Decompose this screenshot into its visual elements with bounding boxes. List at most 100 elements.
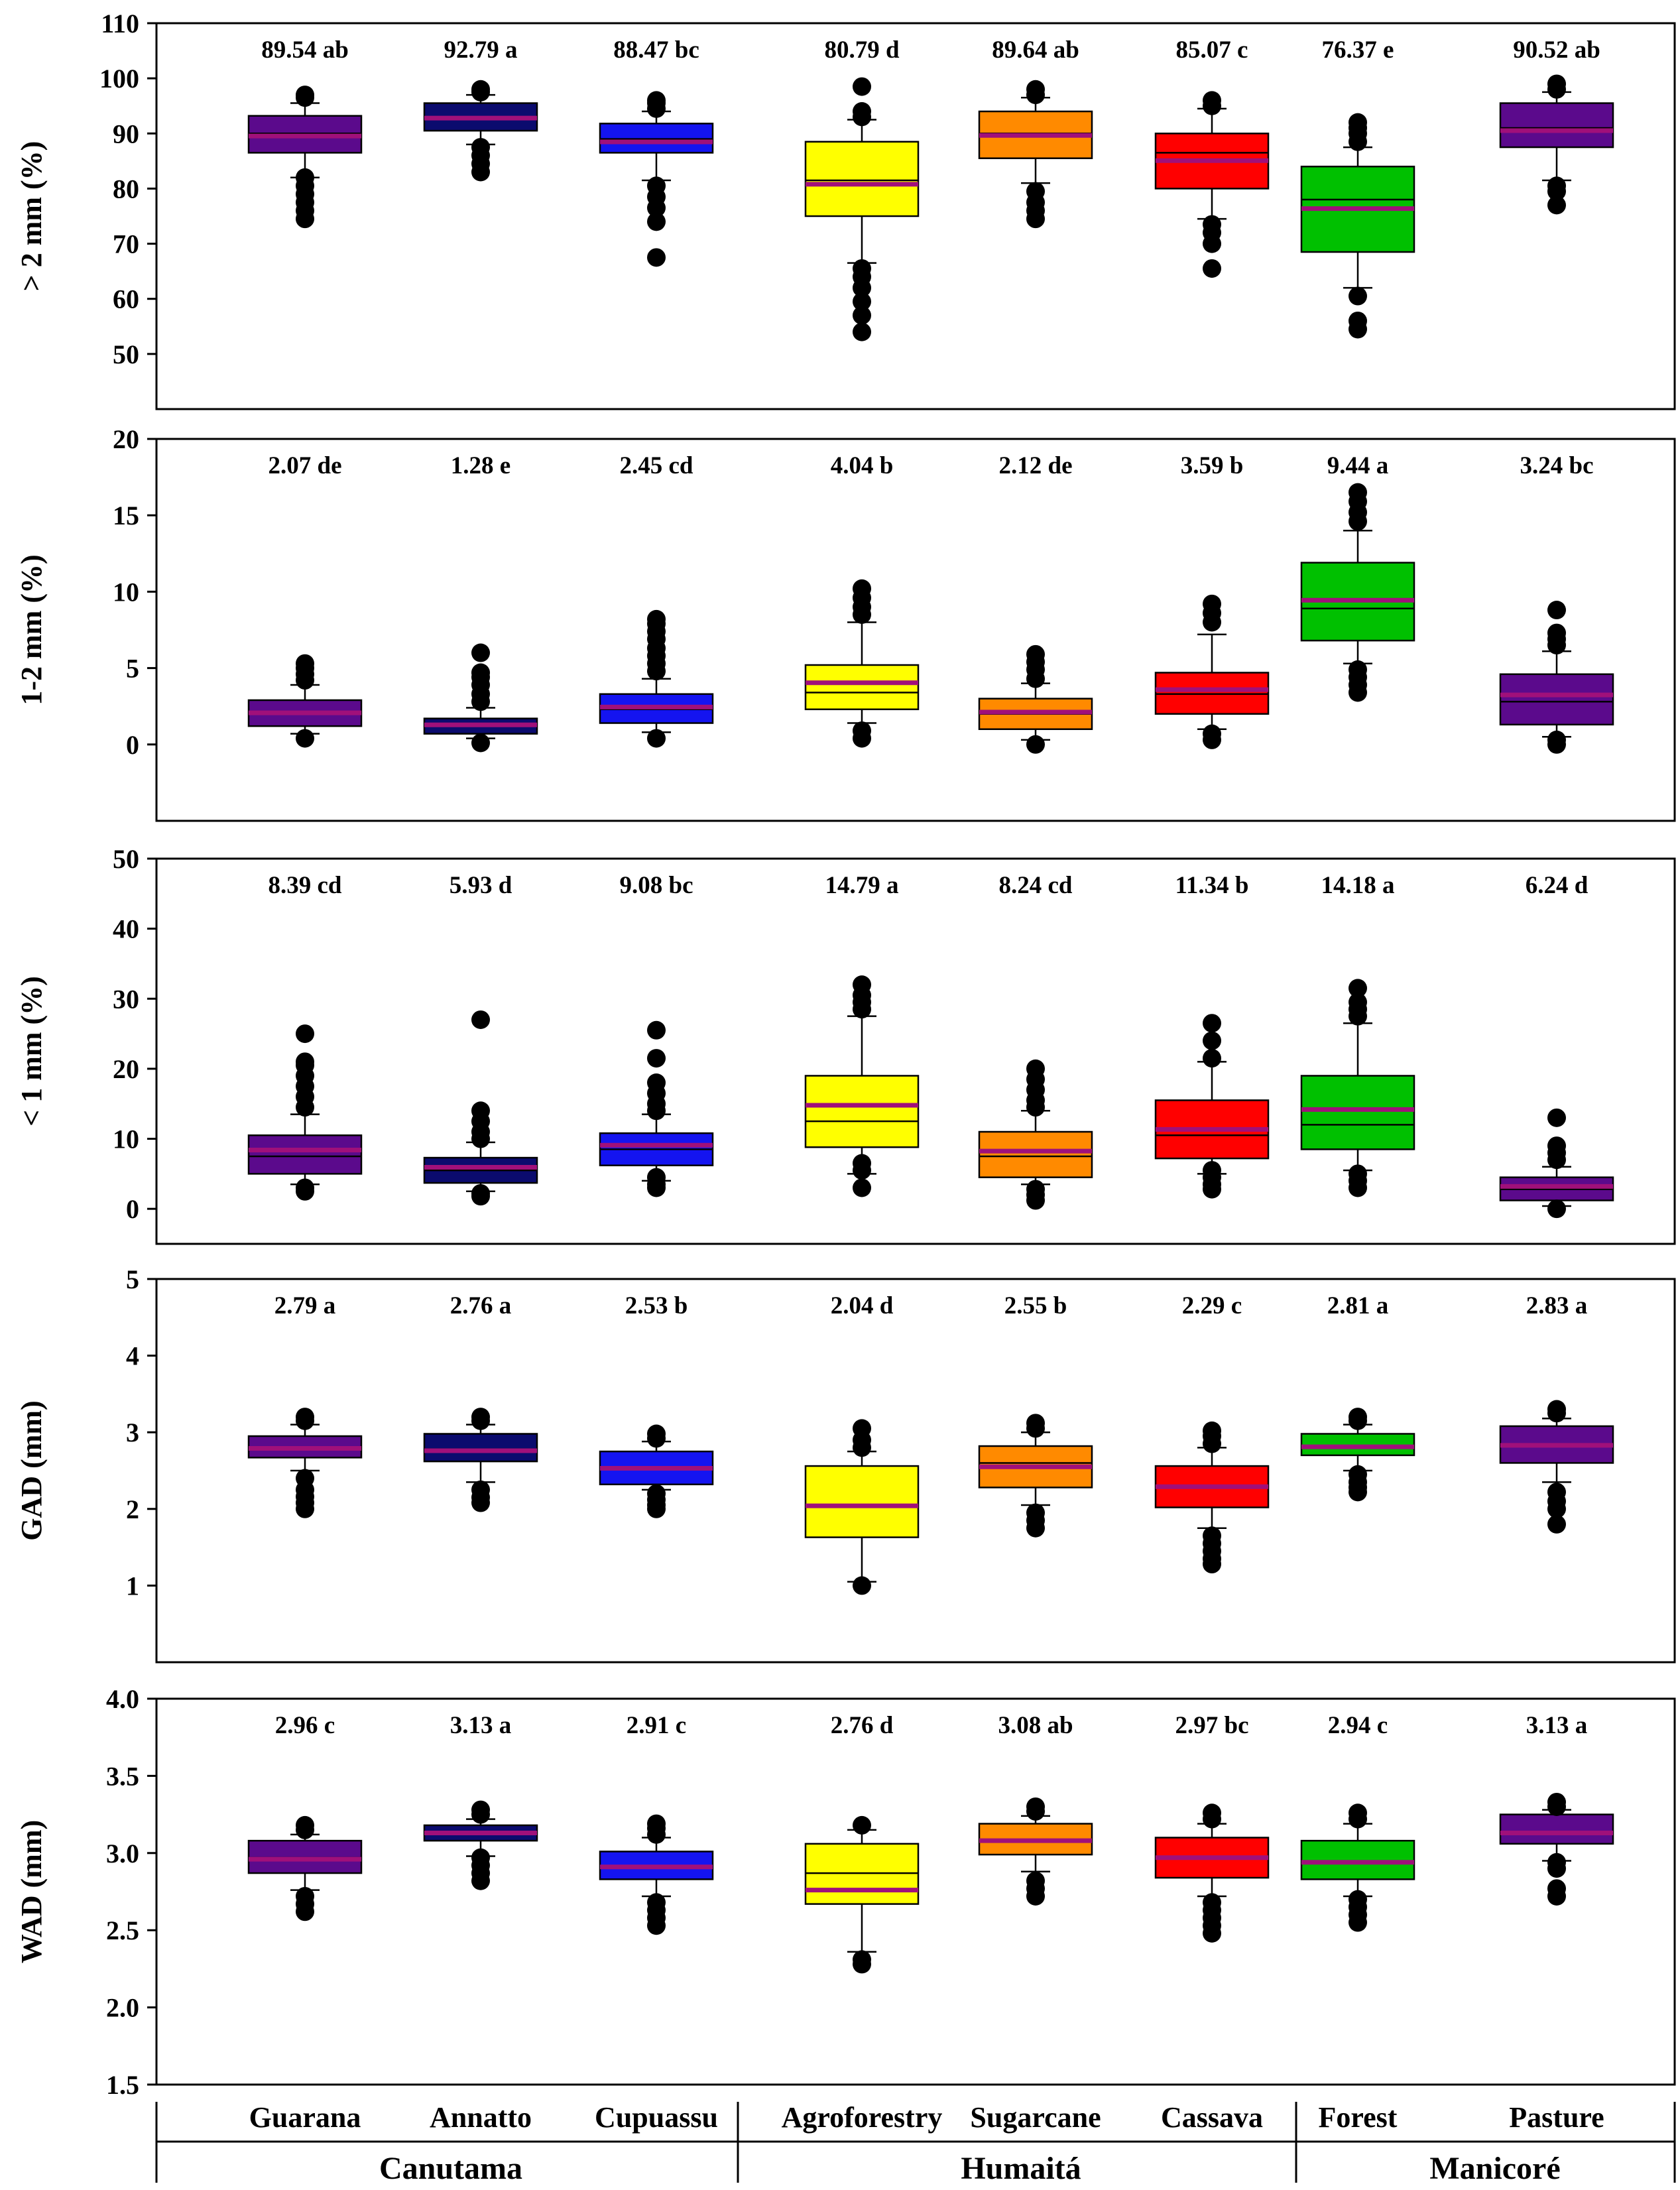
y-tick-label: 50 xyxy=(113,844,139,874)
mean-letter-label: 3.08 ab xyxy=(998,1712,1073,1739)
mean-letter-label: 76.37 e xyxy=(1322,36,1394,64)
y-tick-label: 10 xyxy=(113,1125,139,1154)
outlier-point xyxy=(647,91,666,110)
category-label: Forest xyxy=(1319,2101,1398,2134)
panel-1: 50 60 70 80 90 100 110 > 2 mm (%) 89.54 ab 92.79 … xyxy=(15,9,1676,410)
box-forest xyxy=(1300,979,1415,1197)
category-axis: Guarana Annatto Cupuassu Agroforestry Sugarc… xyxy=(155,2101,1676,2186)
y-tick-label: 0 xyxy=(126,1194,139,1224)
outlier-point xyxy=(471,1101,490,1121)
mean-letter-label: 3.24 bc xyxy=(1520,452,1594,479)
mean-letter-label: 89.64 ab xyxy=(992,36,1079,64)
outlier-point xyxy=(1349,1890,1367,1909)
group-label: Manicoré xyxy=(1429,2151,1560,2186)
box-cupuassu xyxy=(599,1814,714,1935)
outlier-point xyxy=(1203,1803,1221,1823)
y-tick-label: 70 xyxy=(113,229,139,259)
outlier-point xyxy=(471,663,490,682)
mean-letter-label: 2.97 bc xyxy=(1175,1712,1249,1739)
box-forest xyxy=(1300,113,1415,339)
mean-letter-label: 2.55 b xyxy=(1004,1292,1067,1319)
box-pasture xyxy=(1499,1400,1614,1534)
outlier-point xyxy=(1203,91,1221,110)
box-agroforestry xyxy=(804,579,920,748)
box-annatto xyxy=(423,1010,538,1206)
outlier-point xyxy=(471,1010,490,1029)
mean-letter-label: 2.96 c xyxy=(275,1712,335,1739)
outlier-point xyxy=(1203,594,1221,613)
outlier-point xyxy=(1547,1483,1566,1502)
outlier-point xyxy=(647,729,666,748)
box-cassava xyxy=(1154,594,1270,749)
y-tick-label: 100 xyxy=(99,64,139,93)
outlier-point xyxy=(647,1049,666,1068)
outlier-point xyxy=(1026,1414,1045,1433)
outlier-point xyxy=(1547,1400,1566,1419)
mean-letter-label: 85.07 c xyxy=(1176,36,1248,64)
outlier-point xyxy=(1349,993,1367,1012)
y-tick-label: 2.5 xyxy=(106,1916,139,1945)
panel-4: 1 2 3 4 5 GAD (mm) 2.79 a 2.76 a 2.53 b 2.04 d 2.5… xyxy=(15,1264,1676,1664)
panel-2: 0 5 10 15 20 1-2 mm (%) 2.07 de 1.28 e 2.45 cd 4.… xyxy=(15,424,1676,822)
mean-letter-label: 2.07 de xyxy=(269,452,342,479)
category-label: Pasture xyxy=(1509,2101,1604,2134)
outlier-point xyxy=(1026,1871,1045,1890)
outlier-point xyxy=(853,1154,871,1173)
outlier-point xyxy=(853,102,871,121)
iqr-box xyxy=(247,1134,363,1175)
outlier-point xyxy=(647,1484,666,1503)
outlier-point xyxy=(853,77,871,96)
box-sugarcane xyxy=(978,80,1093,229)
outlier-point xyxy=(296,1469,314,1488)
box-forest xyxy=(1300,1408,1415,1502)
y-axis-title: GAD (mm) xyxy=(15,1400,48,1540)
mean-letter-label: 2.53 b xyxy=(625,1292,688,1319)
outlier-point xyxy=(1349,311,1367,330)
iqr-box xyxy=(1499,673,1614,726)
y-tick-label: 90 xyxy=(113,119,139,149)
mean-letter-label: 2.81 a xyxy=(1327,1292,1389,1319)
outlier-point xyxy=(1203,1421,1221,1440)
iqr-box xyxy=(804,664,920,711)
outlier-point xyxy=(1349,1465,1367,1484)
mean-letter-label: 9.44 a xyxy=(1327,452,1389,479)
outlier-point xyxy=(1547,74,1566,93)
box-pasture xyxy=(1499,1108,1614,1219)
outlier-point xyxy=(647,1814,666,1833)
box-forest xyxy=(1300,483,1415,702)
outlier-point xyxy=(1547,1853,1566,1872)
mean-letter-label: 3.13 a xyxy=(1526,1712,1588,1739)
mean-letter-label: 2.76 d xyxy=(831,1712,894,1739)
box-agroforestry xyxy=(804,77,920,341)
group-label: Humaitá xyxy=(961,2151,1081,2186)
outlier-point xyxy=(1026,1180,1045,1199)
mean-letter-label: 3.13 a xyxy=(450,1712,512,1739)
outlier-point xyxy=(1203,259,1221,278)
outlier-point xyxy=(1547,1136,1566,1156)
y-tick-label: 20 xyxy=(113,424,139,454)
y-axis-title: 1-2 mm (%) xyxy=(15,554,48,705)
outlier-point xyxy=(647,1893,666,1912)
outlier-point xyxy=(1547,623,1566,642)
box-sugarcane xyxy=(978,1797,1093,1906)
outlier-point xyxy=(471,1480,490,1499)
outlier-point xyxy=(296,1408,314,1427)
mean-letter-label: 2.76 a xyxy=(450,1292,512,1319)
outlier-point xyxy=(853,1815,871,1835)
box-guarana xyxy=(247,1024,363,1201)
outlier-point xyxy=(1547,601,1566,620)
iqr-box xyxy=(1499,1813,1614,1845)
box-cassava xyxy=(1154,1803,1270,1943)
outlier-point xyxy=(853,306,871,325)
box-cupuassu xyxy=(599,91,714,267)
outlier-point xyxy=(1349,286,1367,306)
box-cupuassu xyxy=(599,1020,714,1197)
outlier-point xyxy=(1203,1161,1221,1180)
outlier-point xyxy=(647,1073,666,1093)
outlier-point xyxy=(647,1020,666,1040)
box-guarana xyxy=(247,1408,363,1518)
iqr-box xyxy=(1300,1075,1415,1150)
mean-letter-label: 6.24 d xyxy=(1526,872,1589,899)
outlier-point xyxy=(853,1178,871,1197)
outlier-point xyxy=(1349,1408,1367,1427)
